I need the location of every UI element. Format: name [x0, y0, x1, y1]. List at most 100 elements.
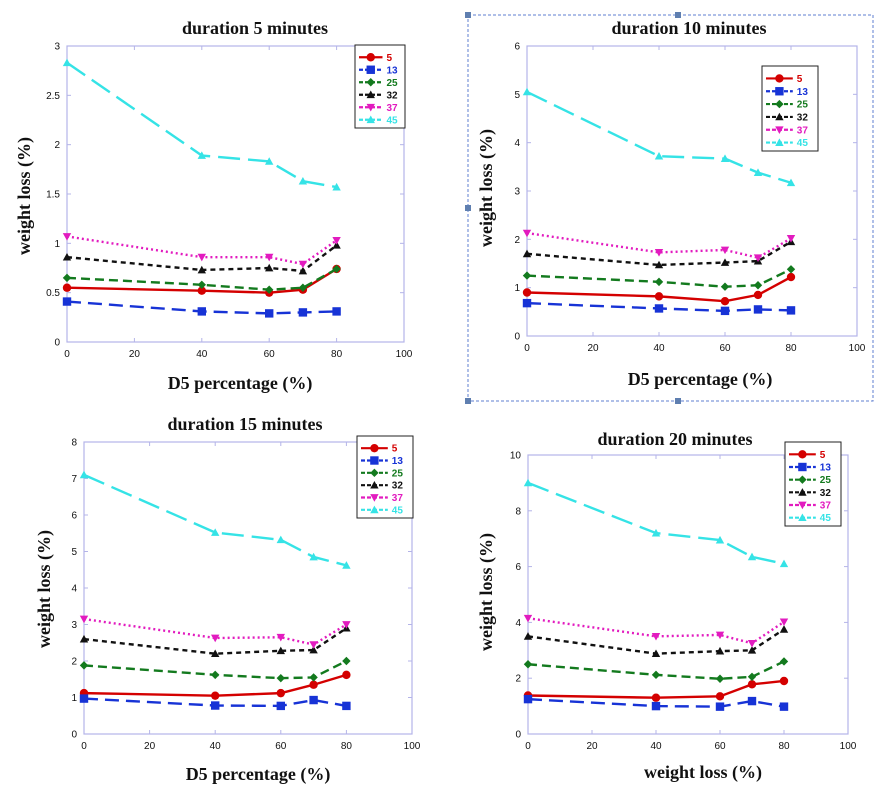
data-point-32	[265, 263, 274, 272]
data-point-25	[276, 673, 285, 683]
data-point-5	[786, 272, 796, 282]
y-tick-label: 2	[514, 235, 520, 246]
data-point-5	[276, 688, 285, 698]
x-tick-label: 80	[778, 741, 790, 752]
y-tick-label: 0	[515, 730, 521, 741]
data-point-5	[309, 680, 318, 689]
x-tick-label: 80	[341, 741, 353, 752]
legend-marker	[775, 126, 784, 134]
data-point-25	[753, 281, 763, 290]
data-point-25	[786, 265, 796, 274]
legend-marker	[775, 138, 784, 146]
data-point-45	[298, 176, 308, 185]
y-tick-label: 1.5	[46, 190, 60, 201]
x-tick-label: 40	[210, 741, 222, 752]
data-point-32	[276, 646, 285, 655]
legend-label: 32	[387, 90, 399, 101]
x-tick-label: 100	[396, 349, 413, 360]
x-tick-label: 60	[719, 343, 731, 354]
series-line-45	[83, 473, 347, 567]
data-point-13	[779, 702, 789, 711]
data-point-37	[276, 633, 285, 642]
legend-label: 45	[392, 505, 404, 516]
legend-marker	[366, 103, 375, 112]
legend-box	[354, 44, 406, 129]
y-tick-label: 6	[71, 511, 77, 522]
x-tick-label: 0	[525, 741, 531, 752]
chart-duration-10: duration 10 minutes D5 percentage (%) we…	[476, 18, 866, 390]
legend-marker	[366, 78, 375, 87]
data-point-37	[786, 235, 796, 243]
legend-label: 37	[387, 103, 399, 114]
y-tick-label: 0	[54, 338, 60, 349]
legend-label: 25	[392, 468, 404, 479]
data-point-32	[779, 625, 789, 633]
chart-duration-5: duration 5 minutes D5 percentage (%) wei…	[14, 18, 413, 394]
data-point-13	[654, 304, 664, 313]
data-point-45	[779, 559, 789, 568]
legend-marker	[366, 90, 375, 99]
y-tick-label: 6	[515, 562, 521, 573]
data-point-25	[197, 280, 206, 289]
selection-handle[interactable]	[465, 398, 471, 404]
y-tick-label: 0	[514, 332, 520, 343]
x-tick-label: 0	[64, 349, 70, 360]
y-tick-label: 6	[514, 42, 520, 53]
legend-label: 25	[797, 100, 809, 111]
y-tick-label: 4	[514, 138, 520, 149]
data-point-13	[651, 701, 661, 711]
data-point-5	[651, 693, 661, 702]
x-tick-label: 20	[129, 349, 141, 360]
data-point-45	[523, 478, 533, 487]
legend-marker	[370, 494, 379, 502]
y-tick-label: 5	[514, 90, 520, 101]
data-point-13	[720, 306, 730, 316]
plot-frame	[527, 454, 849, 735]
data-point-32	[747, 646, 757, 654]
selection-handle[interactable]	[465, 12, 471, 18]
data-point-25	[651, 670, 661, 680]
y-tick-label: 7	[71, 474, 77, 485]
x-axis-label: D5 percentage (%)	[628, 369, 773, 390]
data-point-25	[79, 661, 89, 670]
selection-handle[interactable]	[465, 205, 471, 211]
data-point-32	[309, 645, 318, 654]
data-point-5	[522, 288, 532, 297]
data-point-37	[654, 249, 664, 257]
x-tick-label: 20	[587, 343, 599, 354]
data-point-5	[715, 692, 725, 701]
data-point-13	[211, 701, 220, 710]
legend-label: 25	[387, 78, 399, 89]
selection-handle[interactable]	[675, 398, 681, 404]
x-tick-label: 0	[524, 343, 530, 354]
data-point-13	[197, 307, 206, 316]
legend-marker	[370, 443, 379, 453]
data-point-37	[779, 618, 789, 627]
legend-label: 13	[820, 463, 832, 474]
x-axis-label: D5 percentage (%)	[168, 373, 313, 394]
y-tick-label: 2	[515, 674, 521, 685]
data-point-5	[342, 670, 351, 680]
x-tick-label: 100	[840, 741, 857, 752]
legend-label: 32	[392, 481, 404, 492]
series-line-25	[527, 660, 785, 680]
y-tick-label: 1	[514, 283, 520, 294]
y-tick-label: 0	[71, 730, 77, 741]
legend-box	[761, 65, 819, 152]
x-tick-label: 40	[196, 349, 208, 360]
data-point-5	[211, 691, 220, 700]
selection-handle[interactable]	[675, 12, 681, 18]
data-point-25	[523, 660, 533, 669]
legend-box	[784, 441, 842, 527]
data-point-13	[342, 701, 351, 711]
legend-marker	[798, 450, 807, 459]
data-point-25	[779, 657, 789, 666]
y-tick-label: 2.5	[46, 91, 60, 102]
legend-marker	[366, 53, 375, 62]
data-point-37	[523, 614, 533, 623]
legend-marker	[370, 505, 379, 514]
x-tick-label: 20	[144, 741, 156, 752]
data-point-13	[265, 309, 274, 318]
